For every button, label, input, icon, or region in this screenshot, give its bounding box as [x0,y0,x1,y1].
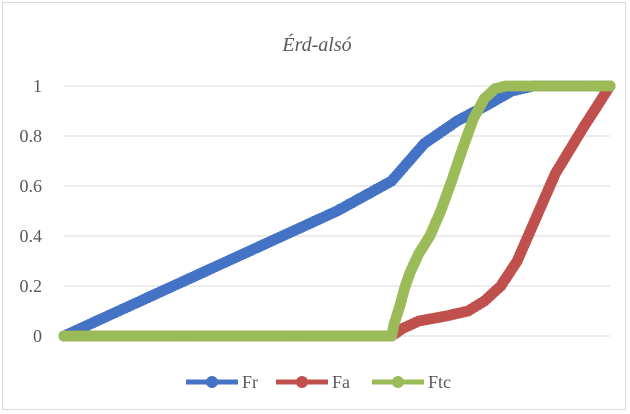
legend-label: Fr [242,372,258,392]
series-fr [58,80,616,342]
series-layer [58,80,616,342]
legend-item-fr: Fr [186,372,258,392]
series-ftc [58,80,616,342]
legend-swatch-marker [392,376,404,388]
y-tick-label: 0.8 [20,126,43,146]
data-point [604,80,616,92]
legend-item-fa: Fa [276,372,350,392]
chart-frame [2,2,626,410]
legend: Fr Fa Ftc [186,372,451,392]
legend-swatch-marker [296,376,308,388]
legend-label: Fa [332,372,350,392]
legend-item-ftc: Ftc [372,372,451,392]
y-tick-labels: 0 0.2 0.4 0.6 0.8 1 [20,76,43,346]
legend-label: Ftc [428,372,451,392]
y-tick-label: 0 [33,326,42,346]
y-tick-label: 1 [33,76,42,96]
chart-title: Érd-alsó [281,33,351,56]
y-tick-label: 0.4 [20,226,43,246]
legend-swatch-marker [206,376,218,388]
y-tick-label: 0.2 [20,276,43,296]
y-tick-label: 0.6 [20,176,43,196]
